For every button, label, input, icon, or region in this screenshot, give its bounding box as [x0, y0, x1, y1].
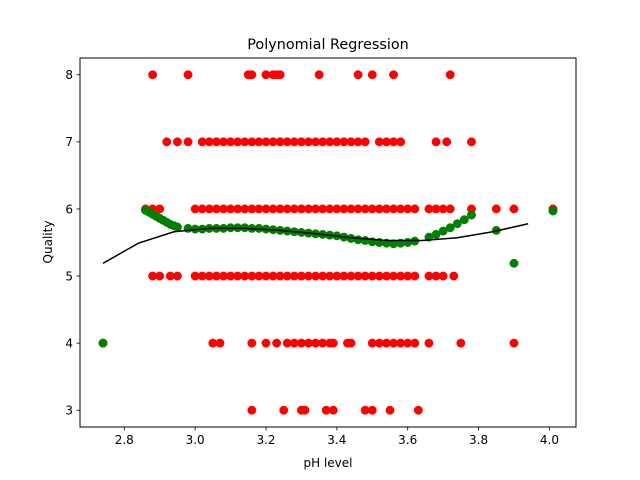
- actual-point-3: [247, 70, 257, 80]
- predicted-point-52: [509, 258, 519, 268]
- actual-point-13: [162, 137, 172, 147]
- actual-point-125: [410, 271, 420, 281]
- actual-point-157: [279, 405, 289, 415]
- y-tick-label-5: 8: [65, 68, 73, 82]
- actual-point-88: [509, 204, 519, 214]
- x-tick-label-0: 2.8: [115, 433, 134, 447]
- actual-point-46: [467, 137, 476, 147]
- axes-frame: [79, 57, 577, 428]
- x-axis-label: pH level: [304, 456, 353, 470]
- actual-point-12: [445, 70, 455, 80]
- x-tick-label-1: 3.0: [186, 433, 205, 447]
- actual-point-91: [155, 271, 165, 281]
- actual-point-9: [353, 70, 363, 80]
- x-tick-label-3: 3.4: [327, 433, 346, 447]
- actual-point-15: [183, 137, 193, 147]
- x-tick-label-5: 3.8: [469, 433, 488, 447]
- actual-point-7: [275, 70, 285, 80]
- actual-point-164: [385, 405, 395, 415]
- actual-point-134: [261, 338, 271, 348]
- actual-point-165: [413, 405, 423, 415]
- actual-point-43: [396, 137, 406, 147]
- actual-point-153: [424, 338, 434, 348]
- chart-title: Polynomial Regression: [247, 37, 409, 53]
- actual-point-10: [367, 70, 377, 80]
- y-tick-label-2: 5: [65, 269, 73, 283]
- predicted-point-49: [459, 215, 469, 225]
- x-axis: 2.8 3.0 3.2 3.4 3.6 3.8 4.0: [115, 427, 559, 447]
- actual-point-8: [314, 70, 324, 80]
- predicted-point-53: [548, 206, 558, 216]
- plot-area: [98, 70, 558, 415]
- actual-point-87: [491, 204, 501, 214]
- actual-point-39: [360, 137, 370, 147]
- regression-line: [102, 222, 529, 264]
- actual-point-161: [328, 405, 338, 415]
- predicted-point-0: [98, 338, 108, 348]
- actual-point-154: [456, 338, 466, 348]
- x-tick-label-6: 4.0: [540, 433, 559, 447]
- predicted-point-48: [452, 219, 462, 229]
- actual-point-155: [509, 338, 519, 348]
- actual-point-11: [389, 70, 398, 80]
- predicted-point-50: [467, 210, 476, 220]
- actual-point-163: [367, 405, 377, 415]
- actual-point-152: [410, 338, 420, 348]
- y-axis: 3 4 5 6 7 8: [65, 68, 80, 418]
- actual-point-44: [431, 137, 441, 147]
- actual-point-135: [272, 338, 282, 348]
- actual-point-129: [449, 271, 459, 281]
- actual-point-0: [148, 70, 158, 80]
- actual-point-145: [346, 338, 356, 348]
- y-tick-label-3: 6: [65, 202, 73, 216]
- actual-point-45: [442, 137, 452, 147]
- actual-point-1: [183, 70, 193, 80]
- y-axis-label: Quality: [41, 221, 55, 264]
- actual-point-128: [438, 271, 448, 281]
- predicted-point-47: [445, 223, 455, 233]
- predicted-point-10: [172, 222, 182, 232]
- actual-point-85: [445, 204, 455, 214]
- y-tick-label-4: 7: [65, 135, 73, 149]
- actual-point-93: [172, 271, 182, 281]
- actual-point-156: [247, 405, 257, 415]
- actual-point-159: [300, 405, 310, 415]
- actual-point-14: [172, 137, 182, 147]
- y-tick-label-0: 3: [65, 404, 73, 418]
- x-tick-label-4: 3.6: [398, 433, 417, 447]
- actual-point-49: [155, 204, 165, 214]
- y-tick-label-1: 4: [65, 336, 73, 350]
- x-tick-label-2: 3.2: [256, 433, 275, 447]
- actual-point-81: [410, 204, 420, 214]
- actual-point-133: [247, 338, 257, 348]
- actual-point-143: [328, 338, 338, 348]
- actual-point-132: [215, 338, 225, 348]
